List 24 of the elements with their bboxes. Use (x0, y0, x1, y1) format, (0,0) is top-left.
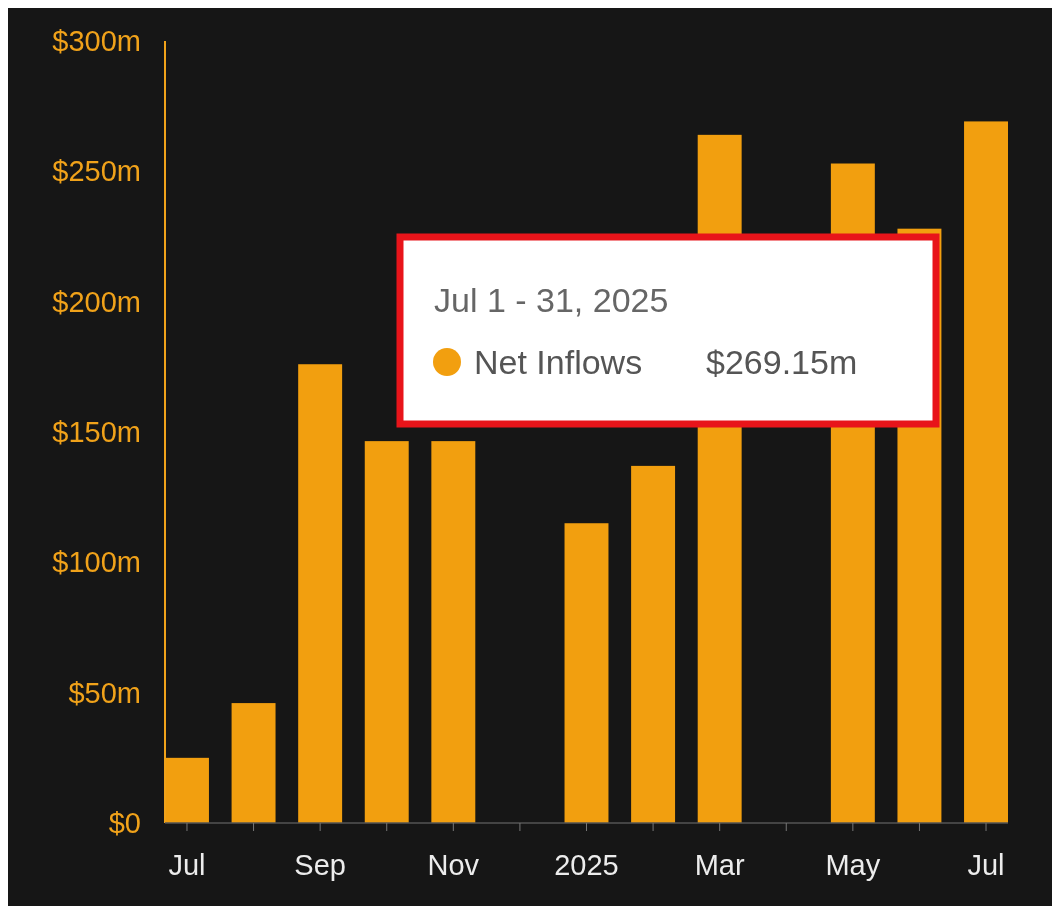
x-tick-label: Jul (967, 849, 1005, 881)
annotation: Jul 1 - 31, 2025 (434, 281, 669, 319)
bar (631, 465, 676, 823)
x-tick-label: Sep (294, 849, 346, 881)
bar (964, 121, 1008, 823)
y-tick-label: $0 (108, 807, 141, 840)
y-tick-label: $50m (68, 676, 141, 709)
x-tick-label: Mar (694, 849, 745, 881)
x-tick-label: 2025 (554, 849, 619, 881)
y-tick-label: $300m (52, 25, 141, 58)
bar (231, 703, 276, 823)
y-tick-label: $200m (52, 285, 141, 318)
bar (564, 523, 609, 823)
y-tick-label: $100m (52, 546, 141, 579)
y-tick-label: $150m (52, 416, 141, 449)
legend-label: Net Inflows (474, 342, 643, 381)
bar (298, 364, 343, 823)
x-tick-label: Nov (427, 849, 480, 881)
x-tick-label: May (825, 849, 881, 881)
annotation: $269.15m (706, 342, 858, 381)
x-tick-label: Jul (168, 849, 206, 881)
bar (431, 441, 476, 823)
y-tick-label: $250m (52, 155, 141, 188)
bar (364, 441, 409, 823)
